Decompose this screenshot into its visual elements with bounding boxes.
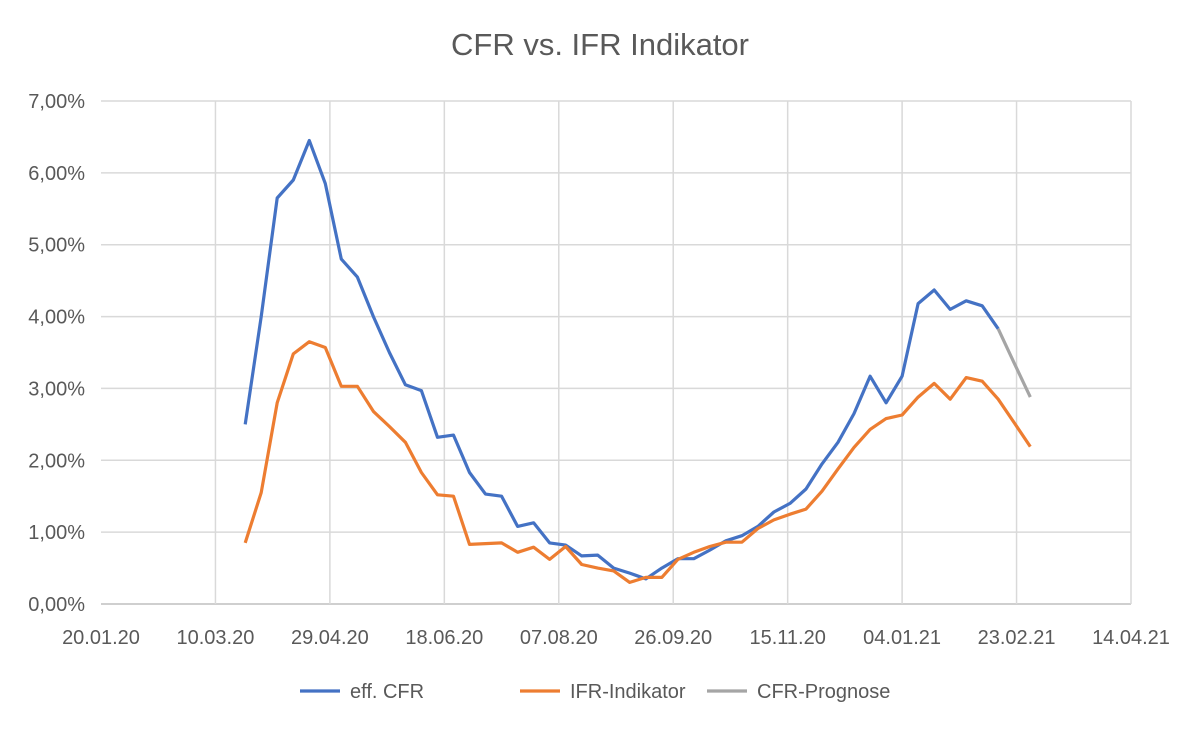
x-tick-label: 26.09.20 (634, 627, 712, 649)
y-tick-label: 2,00% (28, 450, 85, 472)
y-tick-label: 6,00% (28, 163, 85, 185)
x-tick-label: 10.03.20 (177, 627, 255, 649)
series-line-cfr-prognose (996, 328, 1032, 398)
series-line-eff-cfr (243, 138, 1000, 581)
x-tick-label: 04.01.21 (863, 627, 941, 649)
y-tick-label: 7,00% (28, 91, 85, 113)
x-tick-label: 14.04.21 (1092, 627, 1170, 649)
legend-label: eff. CFR (350, 681, 424, 703)
y-tick-label: 3,00% (28, 378, 85, 400)
chart-title: CFR vs. IFR Indikator (451, 27, 749, 62)
x-tick-label: 20.01.20 (62, 627, 140, 649)
legend-label: CFR-Prognose (757, 681, 890, 703)
y-tick-label: 0,00% (28, 594, 85, 616)
x-tick-label: 18.06.20 (405, 627, 483, 649)
y-tick-label: 5,00% (28, 235, 85, 257)
series-line-ifr-indikator (243, 340, 1032, 585)
x-tick-label: 07.08.20 (520, 627, 598, 649)
y-tick-label: 4,00% (28, 307, 85, 329)
legend-label: IFR-Indikator (570, 681, 686, 703)
x-tick-label: 29.04.20 (291, 627, 369, 649)
x-tick-label: 15.11.20 (749, 627, 825, 649)
y-tick-label: 1,00% (28, 522, 85, 544)
x-tick-label: 23.02.21 (978, 627, 1056, 649)
